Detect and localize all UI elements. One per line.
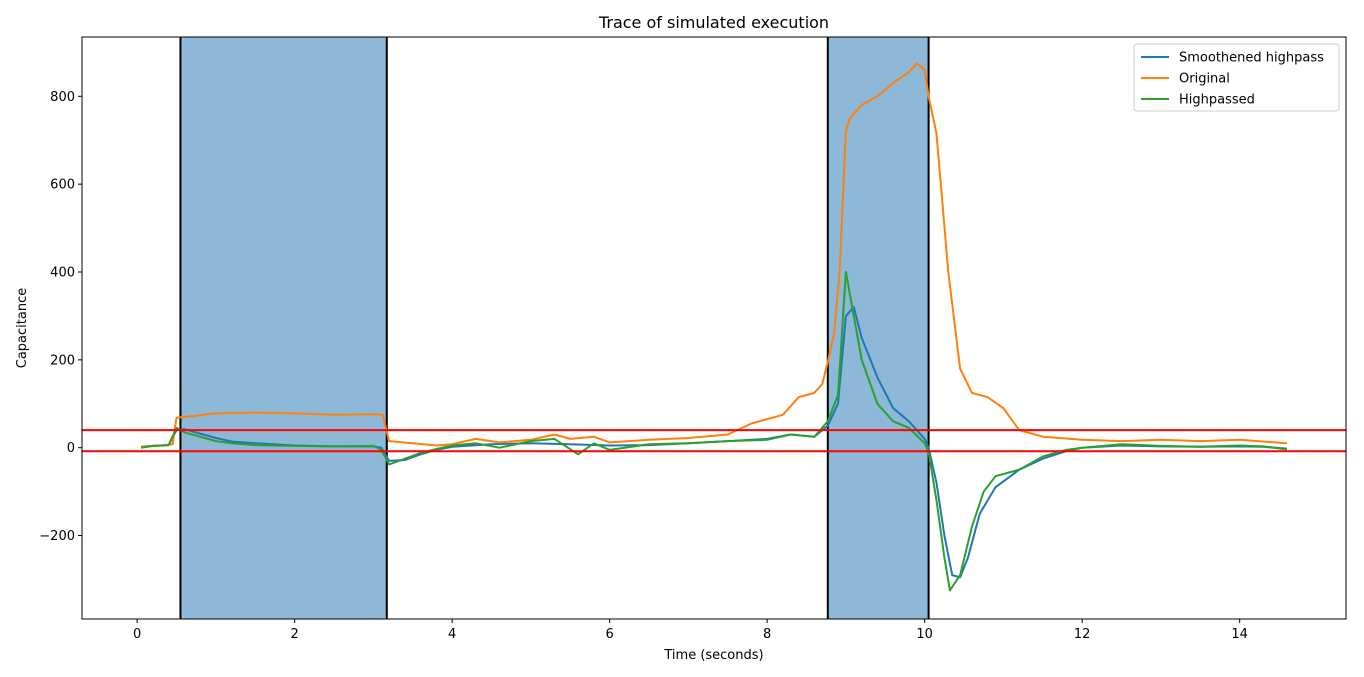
y-tick-label: 200 (50, 353, 75, 368)
legend-label: Highpassed (1179, 93, 1255, 108)
x-tick-label: 8 (763, 627, 771, 642)
legend-label: Smoothened highpass (1179, 51, 1324, 66)
x-tick-label: 0 (133, 627, 141, 642)
x-tick-label: 2 (290, 627, 298, 642)
y-tick-label: 600 (50, 178, 75, 193)
x-tick-label: 4 (448, 627, 456, 642)
chart-title: Trace of simulated execution (598, 13, 829, 32)
plot-frame (81, 36, 1347, 620)
legend-label: Original (1179, 72, 1230, 87)
y-tick-label: 800 (50, 90, 75, 105)
y-tick-label: 400 (50, 265, 75, 280)
legend-box (1133, 43, 1340, 112)
x-tick-label: 6 (606, 627, 614, 642)
y-tick-label: 0 (67, 441, 75, 456)
y-axis: −200 0 200 400 600 800 (39, 90, 82, 544)
x-tick-label: 10 (916, 627, 933, 642)
y-tick-label: −200 (39, 529, 75, 544)
x-axis: 0 2 4 6 8 10 12 14 (133, 619, 1248, 642)
series-line-highpassed (140, 271, 1288, 592)
series-line-original (141, 62, 1287, 448)
plot-area (82, 37, 1346, 619)
x-axis-label: Time (seconds) (663, 648, 763, 663)
x-tick-label: 14 (1231, 627, 1248, 642)
x-tick-label: 12 (1074, 627, 1091, 642)
y-axis-label: Capacitance (15, 288, 30, 368)
legend: Smoothened highpass Original Highpassed (1133, 43, 1340, 112)
shaded-region-1 (180, 37, 387, 619)
